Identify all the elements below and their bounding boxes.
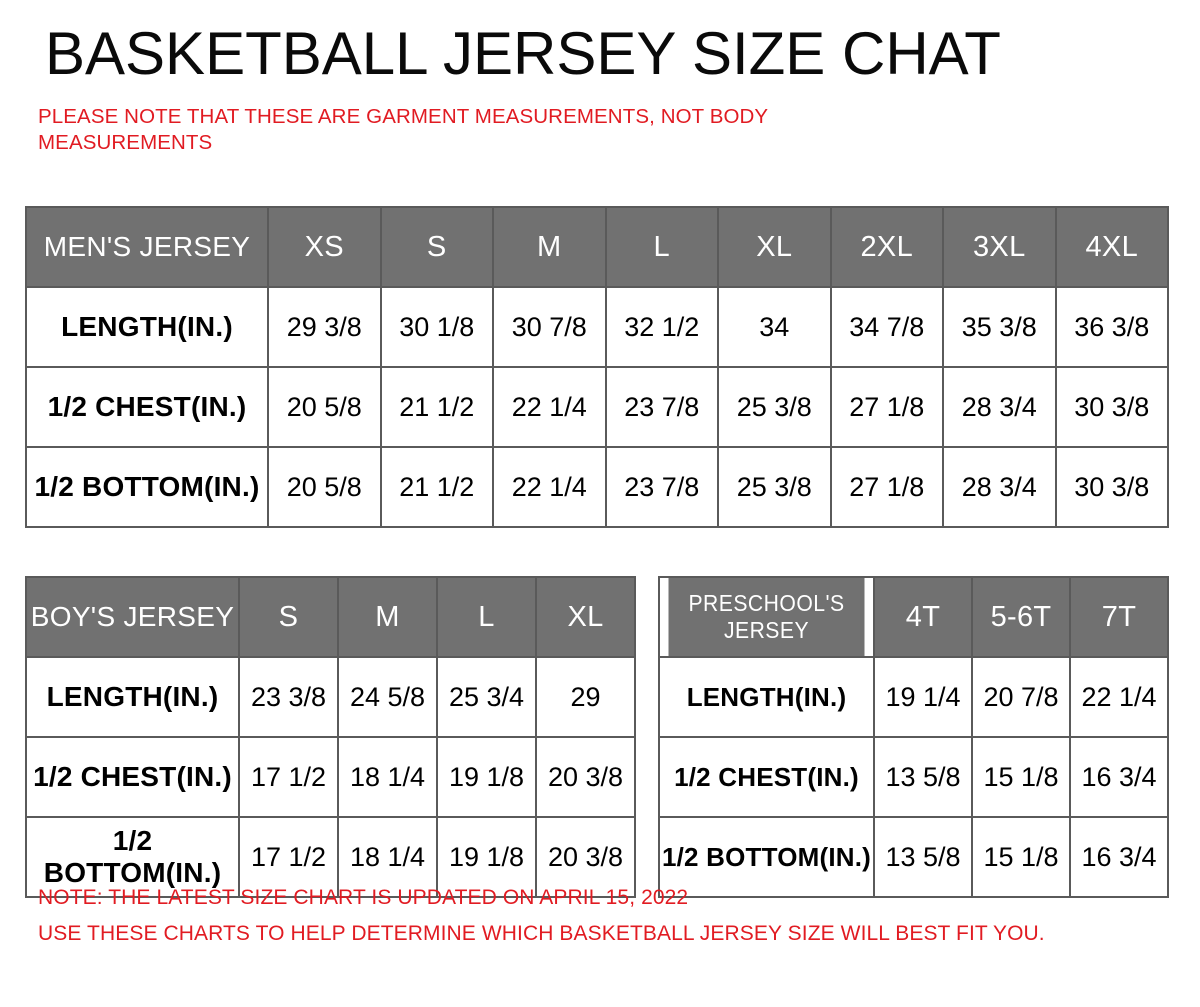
cell-chest-3xl: 28 3/4 [942, 366, 1057, 448]
cell-length-m: 30 7/8 [492, 286, 607, 368]
column-header-xl: XL [717, 206, 832, 288]
cell-chest-4t: 13 5/8 [873, 736, 973, 818]
cell-length-s: 23 3/8 [238, 656, 339, 738]
row-label-half-chest: 1/2 CHEST(IN.) [25, 736, 240, 818]
footer-note-updated: NOTE: THE LATEST SIZE CHART IS UPDATED O… [38, 886, 689, 909]
preschool-jersey-table-container: PRESCHOOL'S JERSEY 4T 5-6T 7T LENGTH(IN.… [658, 576, 1169, 898]
cell-chest-s: 21 1/2 [379, 366, 494, 448]
row-label-half-chest: 1/2 CHEST(IN.) [25, 366, 269, 448]
cell-chest-xl: 25 3/8 [717, 366, 832, 448]
column-header-3xl: 3XL [942, 206, 1057, 288]
column-header-s: S [379, 206, 494, 288]
table-row: 1/2 BOTTOM(IN.) 17 1/2 18 1/4 19 1/8 20 … [25, 816, 636, 898]
column-header-5-6t: 5-6T [971, 576, 1071, 658]
row-label-length: LENGTH(IN.) [658, 656, 875, 738]
cell-bottom-7t: 16 3/4 [1069, 816, 1169, 898]
table-header-row: PRESCHOOL'S JERSEY 4T 5-6T 7T [659, 576, 1169, 658]
cell-bottom-4t: 13 5/8 [873, 816, 973, 898]
column-header-s: S [238, 576, 339, 658]
cell-bottom-l: 23 7/8 [604, 446, 719, 528]
cell-bottom-5-6t: 15 1/8 [971, 816, 1071, 898]
boys-row-header: BOY'S JERSEY [25, 576, 240, 658]
cell-bottom-3xl: 28 3/4 [942, 446, 1057, 528]
cell-bottom-xl: 20 3/8 [535, 816, 636, 898]
boys-jersey-table: BOY'S JERSEY S M L XL LENGTH(IN.) 23 3/8… [25, 576, 636, 898]
preschool-row-header: PRESCHOOL'S JERSEY [666, 576, 867, 658]
row-label-half-bottom: 1/2 BOTTOM(IN.) [25, 816, 240, 898]
column-header-m: M [337, 576, 438, 658]
cell-bottom-s: 17 1/2 [238, 816, 339, 898]
cell-length-xl: 29 [535, 656, 636, 738]
row-label-half-chest: 1/2 CHEST(IN.) [658, 736, 875, 818]
table-row: 1/2 CHEST(IN.) 20 5/8 21 1/2 22 1/4 23 7… [25, 366, 1169, 448]
cell-length-2xl: 34 7/8 [829, 286, 944, 368]
table-header-row: MEN'S JERSEY XS S M L XL 2XL 3XL 4XL [25, 206, 1169, 288]
cell-length-s: 30 1/8 [379, 286, 494, 368]
page-title: BASKETBALL JERSEY SIZE CHAT [45, 20, 1001, 87]
cell-bottom-s: 21 1/2 [379, 446, 494, 528]
row-label-half-bottom: 1/2 BOTTOM(IN.) [25, 446, 269, 528]
cell-length-xl: 34 [717, 286, 832, 368]
row-label-length: LENGTH(IN.) [25, 656, 240, 738]
cell-chest-l: 19 1/8 [436, 736, 537, 818]
table-header-row: BOY'S JERSEY S M L XL [25, 576, 636, 658]
column-header-xs: XS [267, 206, 382, 288]
cell-bottom-2xl: 27 1/8 [829, 446, 944, 528]
column-header-l: L [436, 576, 537, 658]
cell-bottom-4xl: 30 3/8 [1054, 446, 1169, 528]
row-label-length: LENGTH(IN.) [25, 286, 269, 368]
cell-bottom-l: 19 1/8 [436, 816, 537, 898]
cell-chest-xs: 20 5/8 [267, 366, 382, 448]
column-header-m: M [492, 206, 607, 288]
cell-length-xs: 29 3/8 [267, 286, 382, 368]
cell-chest-xl: 20 3/8 [535, 736, 636, 818]
column-header-4t: 4T [873, 576, 973, 658]
column-header-4xl: 4XL [1054, 206, 1169, 288]
cell-bottom-xl: 25 3/8 [717, 446, 832, 528]
cell-chest-l: 23 7/8 [604, 366, 719, 448]
cell-length-7t: 22 1/4 [1069, 656, 1169, 738]
column-header-l: L [604, 206, 719, 288]
cell-length-m: 24 5/8 [337, 656, 438, 738]
cell-bottom-m: 18 1/4 [337, 816, 438, 898]
mens-row-header: MEN'S JERSEY [25, 206, 269, 288]
table-row: LENGTH(IN.) 23 3/8 24 5/8 25 3/4 29 [25, 656, 636, 738]
column-header-xl: XL [535, 576, 636, 658]
column-header-7t: 7T [1069, 576, 1169, 658]
cell-chest-s: 17 1/2 [238, 736, 339, 818]
cell-chest-5-6t: 15 1/8 [971, 736, 1071, 818]
footer-notes: NOTE: THE LATEST SIZE CHART IS UPDATED O… [38, 880, 1158, 952]
preschool-jersey-table: PRESCHOOL'S JERSEY 4T 5-6T 7T LENGTH(IN.… [658, 576, 1169, 898]
column-header-2xl: 2XL [829, 206, 944, 288]
cell-length-4xl: 36 3/8 [1054, 286, 1169, 368]
table-row: 1/2 BOTTOM(IN.) 13 5/8 15 1/8 16 3/4 [658, 816, 1169, 898]
cell-length-3xl: 35 3/8 [942, 286, 1057, 368]
boys-jersey-table-container: BOY'S JERSEY S M L XL LENGTH(IN.) 23 3/8… [25, 576, 636, 898]
table-row: LENGTH(IN.) 19 1/4 20 7/8 22 1/4 [658, 656, 1169, 738]
cell-chest-m: 18 1/4 [337, 736, 438, 818]
row-label-half-bottom: 1/2 BOTTOM(IN.) [658, 816, 875, 898]
cell-length-l: 25 3/4 [436, 656, 537, 738]
cell-bottom-m: 22 1/4 [492, 446, 607, 528]
mens-jersey-table-container: MEN'S JERSEY XS S M L XL 2XL 3XL 4XL LEN… [25, 206, 1169, 528]
mens-jersey-table: MEN'S JERSEY XS S M L XL 2XL 3XL 4XL LEN… [25, 206, 1169, 528]
table-row: LENGTH(IN.) 29 3/8 30 1/8 30 7/8 32 1/2 … [25, 286, 1169, 368]
cell-bottom-xs: 20 5/8 [267, 446, 382, 528]
cell-chest-7t: 16 3/4 [1069, 736, 1169, 818]
table-row: 1/2 CHEST(IN.) 13 5/8 15 1/8 16 3/4 [658, 736, 1169, 818]
cell-chest-4xl: 30 3/8 [1054, 366, 1169, 448]
table-row: 1/2 CHEST(IN.) 17 1/2 18 1/4 19 1/8 20 3… [25, 736, 636, 818]
cell-length-l: 32 1/2 [604, 286, 719, 368]
cell-chest-m: 22 1/4 [492, 366, 607, 448]
cell-chest-2xl: 27 1/8 [829, 366, 944, 448]
footer-note-usage: USE THESE CHARTS TO HELP DETERMINE WHICH… [38, 922, 1045, 945]
table-row: 1/2 BOTTOM(IN.) 20 5/8 21 1/2 22 1/4 23 … [25, 446, 1169, 528]
cell-length-4t: 19 1/4 [873, 656, 973, 738]
cell-length-5-6t: 20 7/8 [971, 656, 1071, 738]
garment-measurement-notice: PLEASE NOTE THAT THESE ARE GARMENT MEASU… [38, 105, 768, 154]
